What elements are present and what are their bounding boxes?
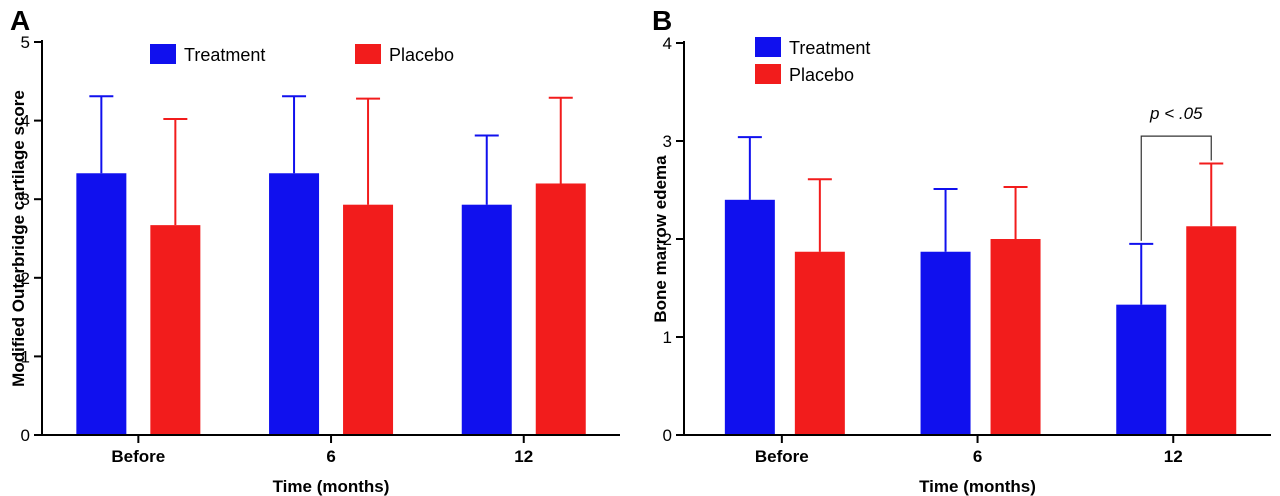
bar-placebo-6 bbox=[990, 239, 1041, 435]
x-tick-label: Before bbox=[111, 447, 165, 466]
y-tick-label: 0 bbox=[21, 426, 30, 445]
legend-label-treatment: Treatment bbox=[789, 38, 870, 58]
panel-letter: B bbox=[652, 5, 672, 36]
x-tick-label: Before bbox=[755, 447, 809, 466]
x-tick-label: 12 bbox=[514, 447, 533, 466]
bar-placebo-12 bbox=[535, 183, 586, 435]
legend-label-treatment: Treatment bbox=[184, 45, 265, 65]
bar-placebo-6 bbox=[343, 204, 394, 435]
y-tick-label: 2 bbox=[663, 230, 672, 249]
bar-treatment-before bbox=[724, 199, 775, 435]
bar-placebo-before bbox=[150, 225, 201, 435]
y-tick-label: 3 bbox=[21, 190, 30, 209]
bar-treatment-6 bbox=[920, 251, 971, 435]
legend-swatch-placebo bbox=[355, 44, 381, 64]
significance-bracket bbox=[1140, 135, 1212, 241]
y-tick-label: 4 bbox=[21, 112, 30, 131]
bar-treatment-before bbox=[76, 173, 127, 435]
x-axis-title: Time (months) bbox=[919, 477, 1036, 496]
y-tick-label: 1 bbox=[663, 328, 672, 347]
bar-placebo-before bbox=[794, 251, 845, 435]
bar-treatment-12 bbox=[1116, 304, 1167, 435]
y-tick-label: 0 bbox=[663, 426, 672, 445]
bar-treatment-6 bbox=[269, 173, 320, 435]
significance-label: p < .05 bbox=[1149, 104, 1203, 123]
legend-label-placebo: Placebo bbox=[789, 65, 854, 85]
x-axis-title: Time (months) bbox=[273, 477, 390, 496]
y-tick-label: 5 bbox=[21, 33, 30, 52]
x-tick-label: 12 bbox=[1164, 447, 1183, 466]
panel-letter: A bbox=[10, 5, 30, 36]
y-tick-label: 3 bbox=[663, 132, 672, 151]
y-tick-label: 2 bbox=[21, 269, 30, 288]
bar-treatment-12 bbox=[461, 204, 512, 435]
legend-swatch-placebo bbox=[755, 64, 781, 84]
x-tick-label: 6 bbox=[326, 447, 335, 466]
legend-label-placebo: Placebo bbox=[389, 45, 454, 65]
y-axis-title: Modified Outerbridge cartilage score bbox=[9, 90, 28, 387]
bar-placebo-12 bbox=[1186, 226, 1237, 435]
legend-swatch-treatment bbox=[150, 44, 176, 64]
y-axis-title: Bone marrow edema bbox=[651, 155, 670, 323]
y-tick-label: 4 bbox=[663, 34, 672, 53]
legend-swatch-treatment bbox=[755, 37, 781, 57]
x-tick-label: 6 bbox=[973, 447, 982, 466]
y-tick-label: 1 bbox=[21, 347, 30, 366]
